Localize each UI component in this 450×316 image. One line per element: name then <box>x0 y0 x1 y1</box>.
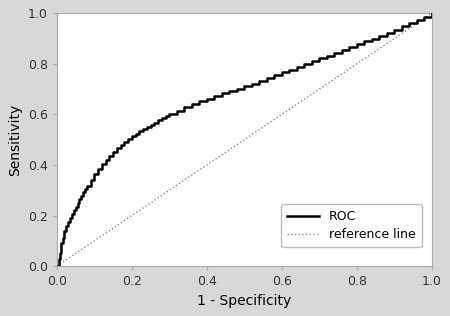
X-axis label: 1 - Specificity: 1 - Specificity <box>197 294 292 308</box>
Y-axis label: Sensitivity: Sensitivity <box>9 104 22 176</box>
Legend: ROC, reference line: ROC, reference line <box>281 204 422 247</box>
